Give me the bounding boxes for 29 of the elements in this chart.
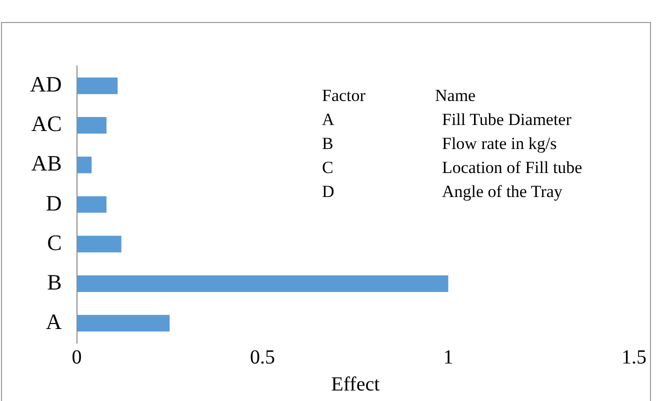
y-tick-label: D (46, 190, 62, 216)
y-tick-label: AC (31, 111, 62, 136)
annotation: A (322, 110, 335, 129)
x-axis-title: Effect (331, 373, 380, 396)
x-tick-label: 1.5 (622, 346, 646, 368)
y-tick-label: C (47, 230, 62, 255)
annotation: Fill Tube Diameter (442, 110, 572, 129)
y-tick-label: AD (30, 72, 62, 97)
bar (76, 156, 92, 174)
annotation: Name (435, 86, 476, 105)
y-tick-label: A (46, 308, 62, 334)
annotation: C (322, 158, 334, 177)
x-tick-label: 0.5 (250, 346, 276, 368)
y-tick-label: B (47, 269, 62, 294)
bar (76, 77, 118, 94)
bar (76, 117, 106, 134)
annotation: Angle of the Tray (442, 182, 563, 201)
annotation: Location of Fill tube (442, 158, 582, 177)
x-tick-label: 0 (72, 346, 82, 368)
bar (76, 314, 170, 332)
annotation: Factor (322, 86, 366, 105)
annotation: D (322, 182, 334, 201)
bar (76, 275, 448, 292)
bar (76, 196, 106, 213)
x-tick-label: 1 (443, 346, 454, 368)
y-tick-label: AB (31, 150, 62, 176)
bar (76, 236, 122, 252)
annotation: Flow rate in kg/s (442, 134, 557, 153)
annotation: B (322, 134, 334, 153)
